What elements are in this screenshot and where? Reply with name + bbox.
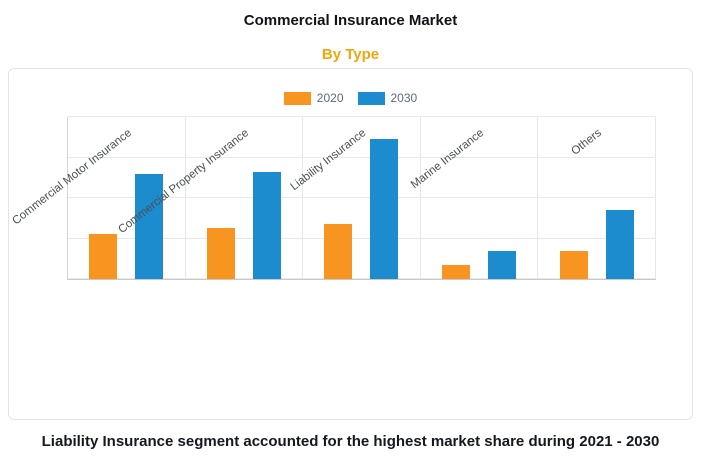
bar-2020[interactable]	[89, 234, 118, 279]
bar-2030[interactable]	[488, 250, 517, 279]
legend-item-2030[interactable]: 2030	[357, 91, 418, 105]
bar-2020[interactable]	[324, 224, 353, 279]
category-group: Others	[538, 117, 656, 279]
chart-title: Commercial Insurance Market	[243, 12, 458, 29]
x-axis-label: Commercial Motor Insurance	[9, 127, 134, 228]
bar-2020[interactable]	[442, 264, 471, 279]
bar-2030[interactable]	[605, 210, 634, 279]
chart-caption: Liability Insurance segment accounted fo…	[41, 433, 660, 450]
legend-swatch-2020	[283, 91, 311, 105]
horizontal-gridline	[68, 197, 656, 198]
category-group: Marine Insurance	[409, 117, 539, 279]
category-group: Commercial Motor Insurance	[10, 117, 186, 279]
legend-item-2020[interactable]: 2020	[283, 91, 344, 105]
plot-area: Commercial Motor Insurance Commercial Pro…	[10, 116, 656, 280]
legend-swatch-2030	[357, 91, 385, 105]
legend-label: 2030	[390, 91, 418, 105]
category-group: Commercial Property Insurance	[116, 117, 304, 279]
legend: 2020 2030	[9, 91, 692, 105]
x-axis-label: Others	[569, 127, 605, 158]
legend-label: 2020	[316, 91, 344, 105]
horizontal-gridline	[68, 237, 656, 239]
bar-2030[interactable]	[135, 173, 164, 279]
chart-panel: 2020 2030 Commercial Motor Insurance Comme…	[8, 68, 693, 420]
bar-2030[interactable]	[252, 171, 281, 279]
category-group: Liability Insurance	[289, 117, 421, 279]
horizontal-gridline	[68, 156, 656, 158]
x-axis-label: Marine Insurance	[409, 127, 487, 192]
horizontal-gridline	[68, 278, 656, 279]
horizontal-gridline	[68, 116, 656, 117]
bar-2030[interactable]	[370, 139, 399, 279]
chart-subtitle: By Type	[321, 46, 380, 63]
bar-2020[interactable]	[559, 250, 588, 279]
bar-2020[interactable]	[206, 228, 235, 279]
